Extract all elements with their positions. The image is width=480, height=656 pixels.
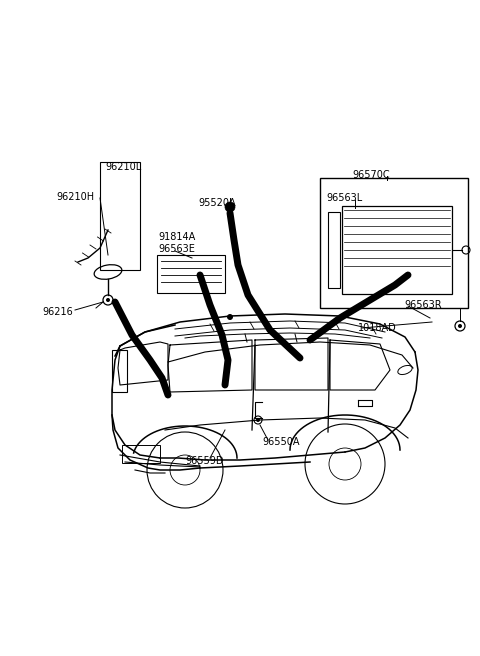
Circle shape (225, 202, 235, 212)
Bar (328, 212, 340, 288)
Bar (100, 162, 140, 270)
Bar (320, 178, 468, 308)
Text: 96563R: 96563R (404, 300, 442, 310)
Text: 96216: 96216 (42, 307, 73, 317)
Text: 95520A: 95520A (198, 198, 236, 208)
Text: 96559D: 96559D (185, 456, 224, 466)
Bar (122, 445, 160, 463)
Circle shape (256, 418, 260, 422)
Circle shape (106, 298, 110, 302)
Text: 91814A: 91814A (158, 232, 195, 242)
Text: 96210H: 96210H (56, 192, 94, 202)
Text: 96210L: 96210L (105, 162, 141, 172)
Text: 1018AD: 1018AD (358, 323, 397, 333)
Text: 96570C: 96570C (352, 170, 390, 180)
Text: 96563E: 96563E (158, 244, 195, 254)
Text: 96550A: 96550A (262, 437, 300, 447)
Circle shape (458, 324, 462, 328)
Bar (112, 350, 127, 392)
Text: 96563L: 96563L (326, 193, 362, 203)
Circle shape (227, 314, 233, 320)
Bar (342, 206, 452, 294)
